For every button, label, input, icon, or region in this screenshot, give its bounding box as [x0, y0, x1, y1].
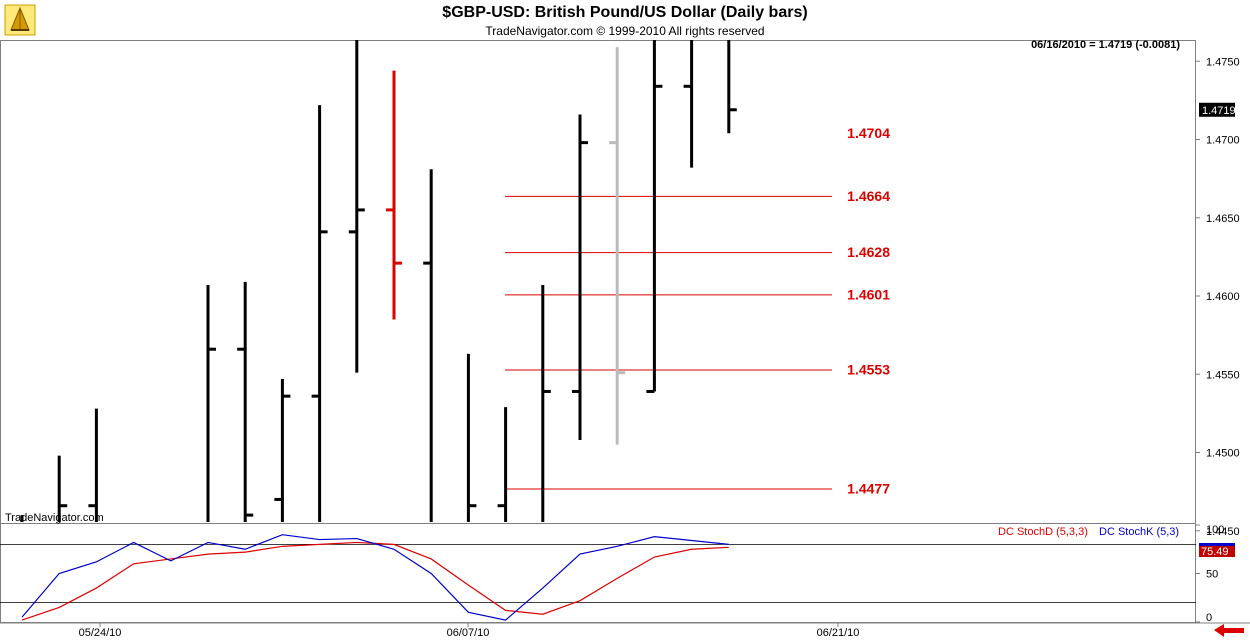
trade-navigator-logo-icon: [4, 4, 36, 36]
ohlc-bar: [206, 285, 216, 522]
last-price-box: [1199, 102, 1235, 117]
stochastic-panel-frame: [0, 523, 1196, 623]
ohlc-bar: [683, 40, 694, 168]
legend-stoch-d: DC StochD (5,3,3): [998, 526, 1088, 538]
scroll-left-arrow-icon: [1214, 624, 1244, 637]
legend-stoch-k: DC StochK (5,3): [1099, 526, 1179, 538]
ohlc-bars: [20, 40, 737, 641]
level-label: 1.4553: [847, 362, 890, 378]
price-axis-label: 1.4750: [1206, 56, 1240, 68]
ohlc-bar: [572, 114, 588, 440]
ohlc-bar: [88, 408, 98, 522]
price-axis-label: 1.4700: [1206, 135, 1240, 147]
price-axis-label: 1.4450: [1206, 526, 1240, 538]
level-label: 1.4477: [847, 480, 890, 496]
price-axis-label: 1.4550: [1206, 369, 1240, 381]
time-axis-label: 06/21/10: [817, 627, 860, 639]
watermark-label: TradeNavigator.com: [5, 512, 104, 524]
level-label: 1.4664: [847, 188, 890, 204]
price-info-readout: 06/16/2010 = 1.4719 (-0.0081): [1031, 39, 1180, 51]
ohlc-bar: [386, 70, 402, 320]
ohlc-bar: [423, 169, 433, 522]
price-panel-frame: [0, 40, 1196, 524]
price-axis-label: 1.4600: [1206, 291, 1240, 303]
stoch-last-label: 75.49: [1201, 546, 1229, 558]
ohlc-bar: [20, 515, 24, 522]
price-axis-label: 1.4650: [1206, 213, 1240, 225]
level-label: 1.4601: [847, 286, 890, 302]
ohlc-bar: [646, 40, 663, 393]
stoch-last-box: [1199, 543, 1235, 557]
copyright-subtitle: TradeNavigator.com © 1999-2010 All right…: [485, 24, 765, 38]
stoch-axis-label: 0: [1206, 612, 1212, 624]
ohlc-bar: [57, 455, 68, 522]
stoch-k-line: [21, 534, 729, 621]
price-axis-label: 1.4500: [1206, 448, 1240, 460]
ohlc-bar: [497, 407, 508, 522]
ohlc-bar: [311, 105, 328, 522]
ohlc-bar: [727, 40, 737, 134]
level-label: 1.4628: [847, 244, 890, 260]
ohlc-bar: [541, 285, 551, 522]
time-axis-label: 06/07/10: [447, 627, 490, 639]
last-price-label: 1.4719: [1202, 105, 1236, 117]
stoch-d-line: [21, 541, 729, 621]
ohlc-bar: [274, 378, 291, 522]
ohlc-bar: [348, 40, 365, 373]
chart-title: $GBP-USD: British Pound/US Dollar (Daily…: [442, 4, 808, 21]
time-axis-label: 05/24/10: [79, 627, 122, 639]
stoch-last-box-top: [1199, 543, 1235, 546]
ohlc-bar: [609, 47, 626, 445]
ohlc-bar: [466, 353, 477, 522]
stoch-axis-label: 100: [1206, 524, 1224, 536]
ohlc-bar: [237, 281, 254, 522]
ohlc-bar: [126, 534, 142, 640]
ohlc-bar: [163, 542, 179, 641]
level-label: 1.4704: [847, 125, 890, 141]
stoch-axis-label: 50: [1206, 569, 1218, 581]
